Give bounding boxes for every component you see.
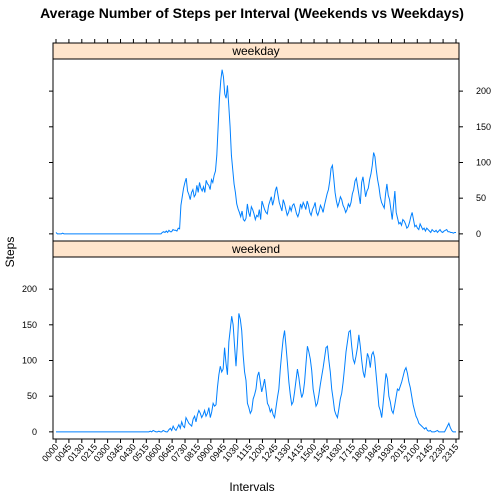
y-tick-label-weekday: 50 bbox=[476, 193, 486, 203]
y-tick-label-weekday: 100 bbox=[476, 157, 491, 167]
y-tick-label-weekend: 0 bbox=[32, 427, 37, 437]
x-axis: 0000004501300215030003450430051506000645… bbox=[40, 439, 461, 464]
series-line-weekday bbox=[55, 69, 456, 235]
plot-frame-weekday bbox=[52, 58, 460, 242]
panels: weekday 0 50 100 150 200 weekend 0 50 100 150 200 bbox=[22, 42, 491, 440]
plot-frame-weekend bbox=[52, 256, 460, 440]
strip-label-weekday: weekday bbox=[231, 44, 279, 58]
chart-title: Average Number of Steps per Interval (We… bbox=[40, 5, 464, 21]
panel-weekend: weekend 0 50 100 150 200 bbox=[22, 240, 463, 440]
top-axis-ticks bbox=[55, 39, 457, 43]
y-tick-label-weekday: 200 bbox=[476, 86, 491, 96]
x-axis-label: Intervals bbox=[229, 480, 274, 494]
series-line-weekend bbox=[56, 313, 456, 433]
y-tick-label-weekend: 200 bbox=[22, 284, 37, 294]
y-tick-label-weekend: 150 bbox=[22, 320, 37, 330]
y-axis-label: Steps bbox=[3, 237, 17, 268]
y-tick-label-weekday: 0 bbox=[476, 229, 481, 239]
panel-weekday: weekday 0 50 100 150 200 bbox=[49, 42, 491, 242]
strip-label-weekend: weekend bbox=[231, 242, 280, 256]
y-tick-label-weekday: 150 bbox=[476, 122, 491, 132]
y-tick-label-weekend: 100 bbox=[22, 355, 37, 365]
y-tick-label-weekend: 50 bbox=[27, 391, 37, 401]
